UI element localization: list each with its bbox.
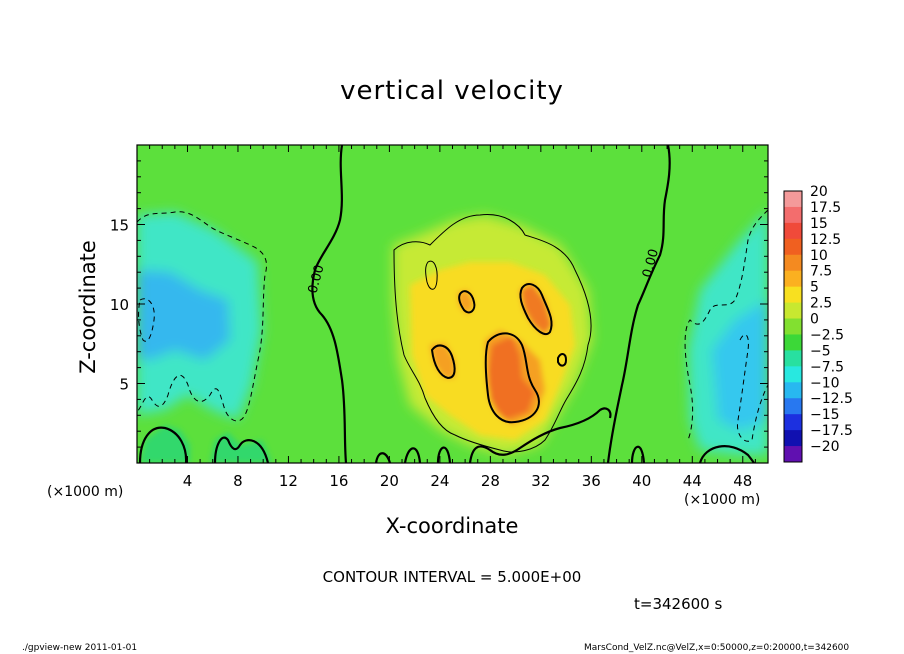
colorbar-swatch [784, 286, 802, 304]
colorbar-label: −5 [810, 343, 831, 359]
x-tick-label: 12 [279, 472, 298, 490]
colorbar-label: 17.5 [810, 200, 841, 216]
colorbar-label: −2.5 [810, 327, 844, 343]
contour-label: 0.00 [640, 247, 662, 279]
contour-lines [137, 145, 768, 463]
x-tick-label: 24 [430, 472, 449, 490]
colorbar-swatch [784, 398, 802, 415]
x-tick-label: 32 [531, 472, 550, 490]
x-tick-label: 4 [183, 472, 193, 490]
contour-minus5-left [137, 211, 267, 422]
colorbar-label: −7.5 [810, 359, 844, 375]
colorbar-swatch [784, 446, 802, 463]
colorbar-label: −10 [810, 375, 840, 391]
y-tick-label: 5 [119, 376, 129, 394]
contour-minus5-right [684, 209, 768, 442]
colorbar-label: 10 [810, 248, 828, 264]
x-tick-label: 28 [481, 472, 500, 490]
y-tick-label: 15 [110, 217, 129, 235]
contour-plus5-left-lobe [425, 260, 438, 290]
colorbar-label: −20 [810, 439, 840, 455]
colorbar-swatch [784, 318, 802, 335]
y-axis: 5 10 15 [110, 160, 768, 448]
left-surface-blobs [140, 425, 272, 463]
colorbar-swatch [784, 350, 802, 367]
colorbar-swatch [784, 222, 802, 240]
contour-plus10-d [458, 290, 476, 314]
colorbar-label: −17.5 [810, 423, 853, 439]
contour-plus5-outer [393, 214, 592, 453]
chart-title: vertical velocity [340, 76, 564, 106]
x-tick-label: 20 [380, 472, 399, 490]
x-tick-label: 44 [683, 472, 702, 490]
contour-labels: 0.00 0.00 [306, 247, 662, 295]
zero-contour-left [311, 145, 348, 463]
contour-interval-label: CONTOUR INTERVAL = 5.000E+00 [322, 568, 582, 586]
colorbar-swatch [784, 366, 802, 383]
footer-left: ./gpview-new 2011-01-01 [22, 643, 138, 653]
x-tick-label: 36 [582, 472, 601, 490]
zero-contour-updraft-base [468, 407, 612, 463]
contour-plus10-e [557, 353, 568, 367]
left-downdraft-core [137, 270, 230, 360]
colorbar-label: 5 [810, 280, 819, 296]
colorbar-swatch [784, 414, 802, 431]
colorbar-label: −12.5 [810, 391, 853, 407]
updraft-core-c [430, 343, 455, 378]
y-tick-label: 10 [110, 296, 129, 314]
colorbar-label: 2.5 [810, 296, 832, 312]
x-axis: 4 8 12 16 20 24 28 32 36 40 44 48 [149, 145, 756, 490]
x-axis-label: X-coordinate [385, 514, 519, 538]
updraft-core-b [520, 283, 552, 335]
x-tick-label: 16 [329, 472, 348, 490]
colorbar-swatch [784, 238, 802, 256]
colorbar-swatch [784, 334, 802, 351]
time-label: t=342600 s [634, 595, 723, 613]
colorbar-label: 15 [810, 216, 828, 232]
colorbar-swatch [784, 302, 802, 320]
colorbar-swatch [784, 206, 802, 224]
contour-minus5-left-inner [138, 298, 155, 342]
zero-contour-surface-cells [138, 426, 755, 463]
right-downdraft-core [712, 300, 768, 430]
x-tick-label: 40 [632, 472, 651, 490]
colorbar-frame [783, 190, 803, 463]
contour-plus10-c [430, 344, 456, 380]
colorbar-swatch [784, 191, 802, 208]
colorbar: 2017.51512.5107.552.50−2.5−5−7.5−10−12.5… [783, 184, 853, 463]
contour-plus10-a [484, 332, 540, 424]
colorbar-label: 12.5 [810, 232, 841, 248]
heatmap-field [137, 145, 768, 463]
contour-plus10-b [519, 283, 553, 336]
x-unit-label-right: (×1000 m) [684, 492, 761, 508]
x-tick-label: 8 [233, 472, 243, 490]
colorbar-label: 20 [810, 184, 828, 200]
colorbar-label: 7.5 [810, 264, 832, 280]
colorbar-label: −15 [810, 407, 840, 423]
colorbar-swatch [784, 270, 802, 288]
colorbar-label: 0 [810, 312, 819, 328]
y-axis-label: Z-coordinate [76, 240, 100, 374]
zero-contour-right [606, 145, 671, 463]
x-tick-label: 48 [733, 472, 752, 490]
colorbar-swatch [784, 382, 802, 399]
updraft-core-a [488, 336, 535, 420]
updraft-core-d [458, 290, 474, 315]
contour-label: 0.00 [306, 263, 328, 295]
colorbar-swatch [784, 430, 802, 447]
x-unit-label-left: (×1000 m) [47, 484, 124, 500]
footer-right: MarsCond_VelZ.nc@VelZ,x=0:50000,z=0:2000… [584, 643, 850, 653]
colorbar-swatch [784, 254, 802, 272]
